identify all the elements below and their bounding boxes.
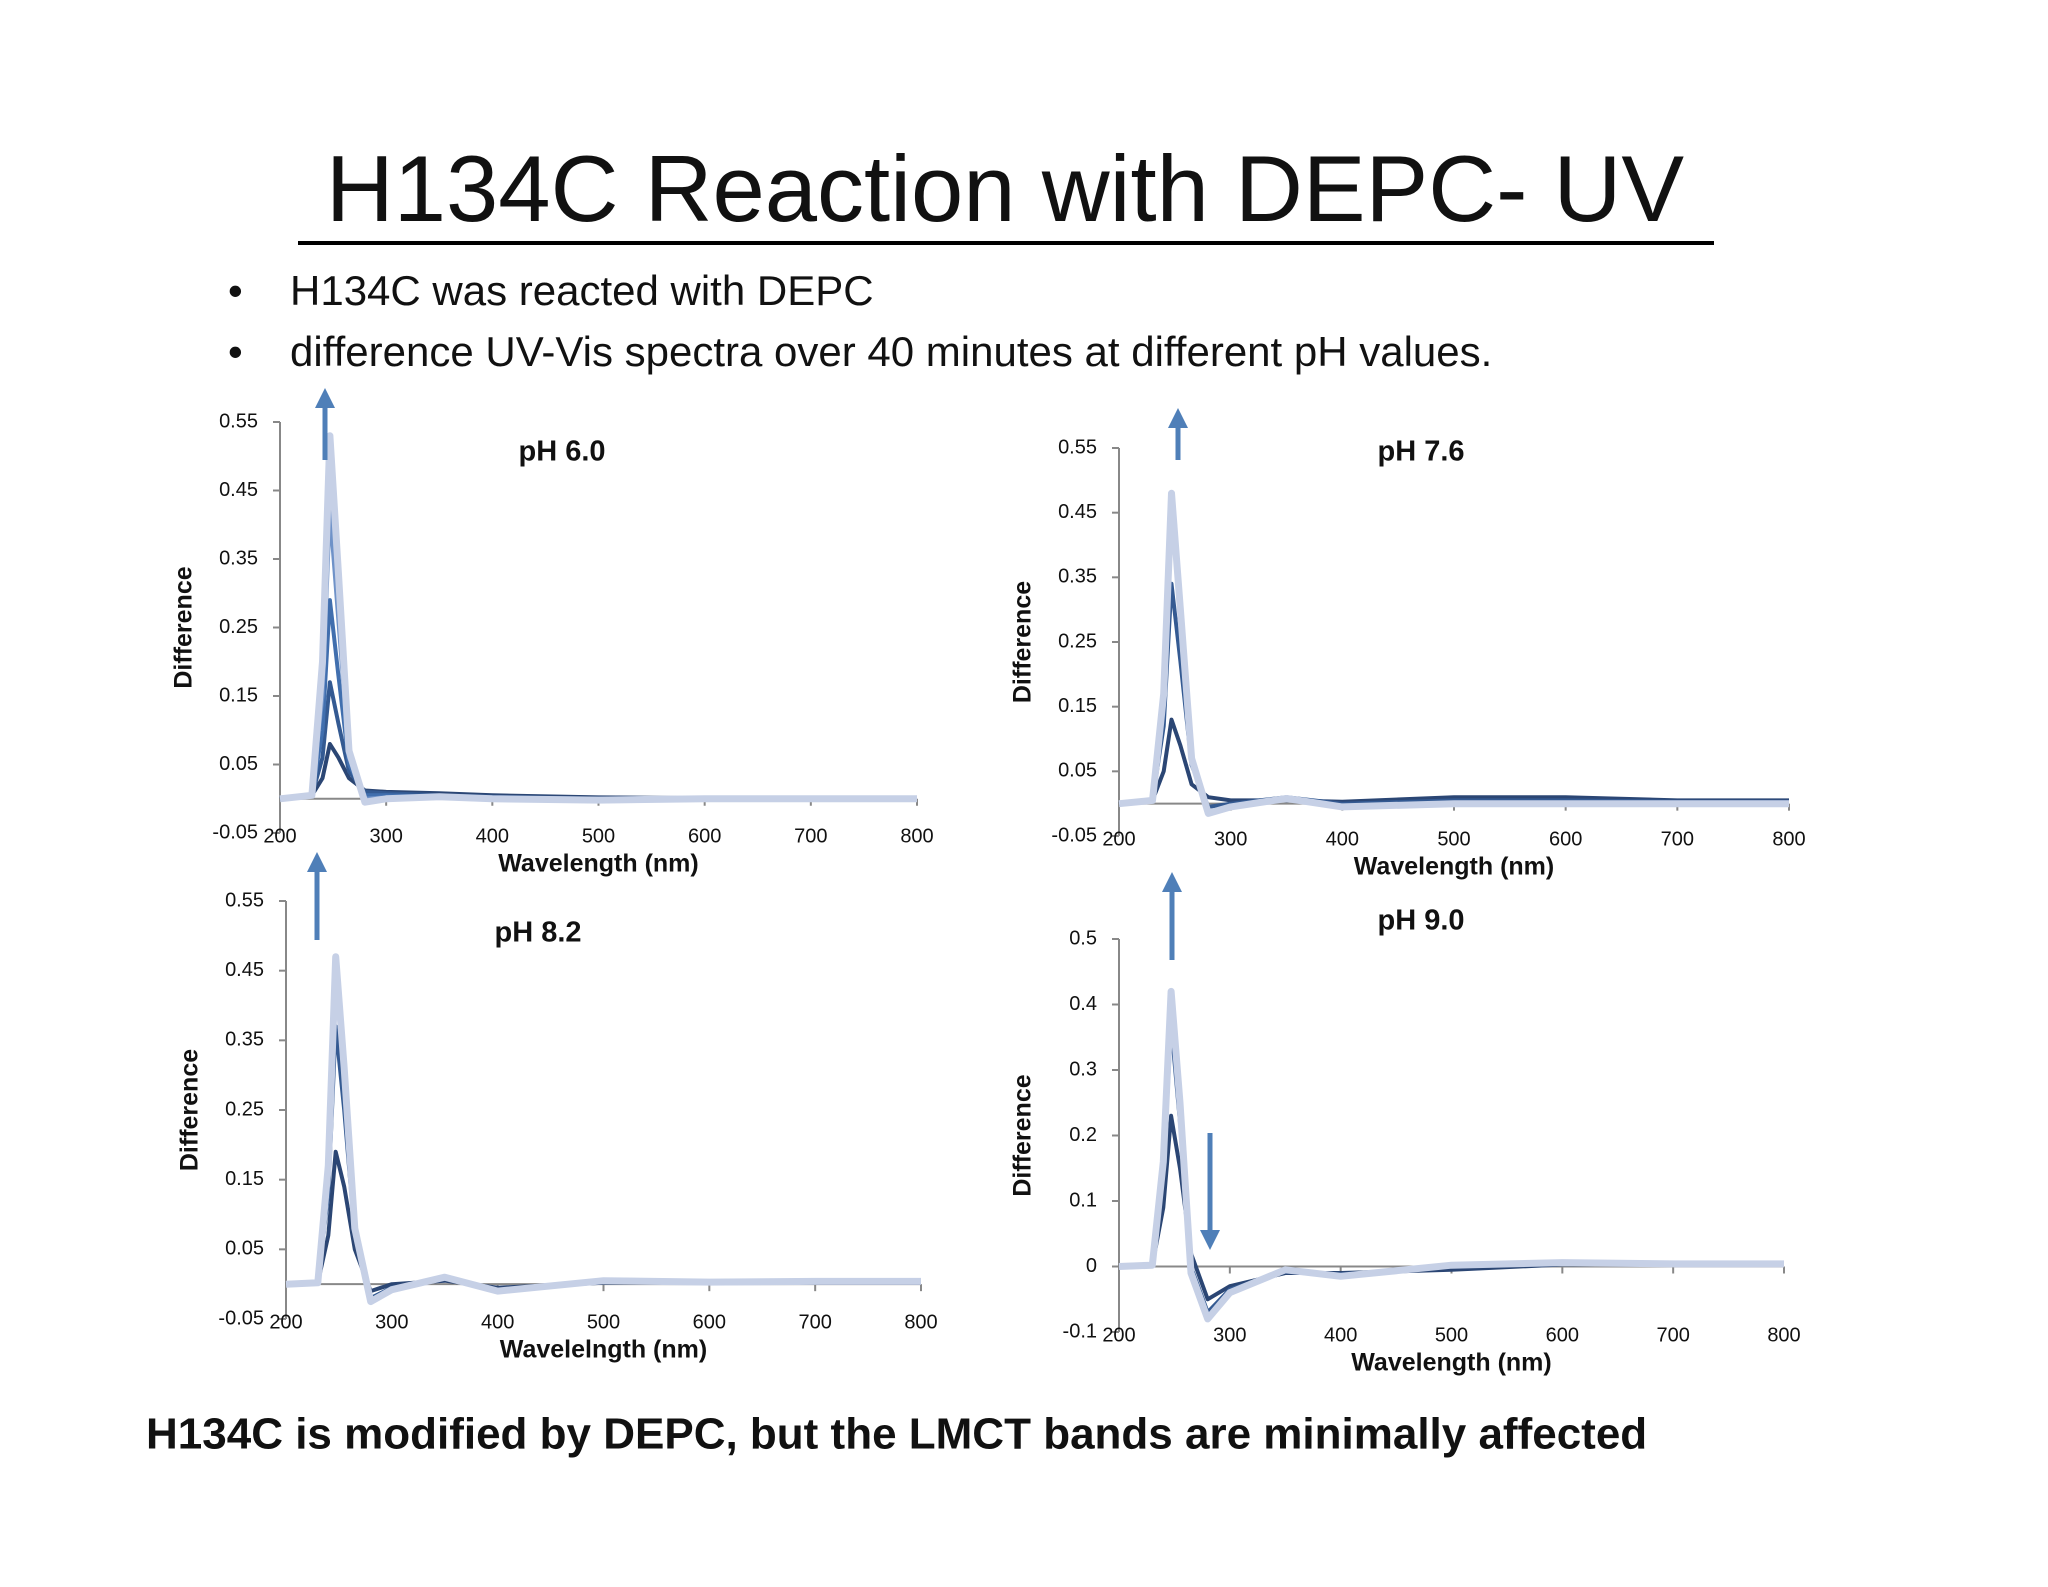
chart-title: pH 6.0 bbox=[518, 436, 605, 468]
x-axis-label: Wavelelngth (nm) bbox=[500, 1336, 707, 1364]
y-axis-label: Difference bbox=[1009, 581, 1037, 703]
x-tick-label: 500 bbox=[582, 825, 615, 847]
spectrum-line bbox=[285, 1149, 921, 1294]
x-tick-label: 700 bbox=[794, 825, 827, 847]
spectrum-line bbox=[285, 953, 921, 1306]
y-tick-label: -0.1 bbox=[1063, 1320, 1097, 1342]
spectrum-line bbox=[279, 598, 917, 801]
chart-title: pH 7.6 bbox=[1377, 436, 1464, 468]
spectrum-line bbox=[1118, 717, 1789, 806]
spectrum-line bbox=[285, 1024, 921, 1301]
x-tick-label: 600 bbox=[1549, 828, 1582, 850]
x-tick-label: 800 bbox=[904, 1311, 937, 1333]
y-tick-label: 0.55 bbox=[225, 889, 264, 911]
chart-title: pH 8.2 bbox=[494, 917, 581, 949]
y-axis-label: Difference bbox=[176, 1049, 204, 1171]
x-tick-label: 600 bbox=[1546, 1324, 1579, 1346]
x-tick-label: 700 bbox=[798, 1311, 831, 1333]
y-tick-label: 0.45 bbox=[1058, 501, 1097, 523]
spectrum-line bbox=[1118, 987, 1784, 1323]
chart-title: pH 9.0 bbox=[1377, 905, 1464, 937]
spectrum-line bbox=[279, 432, 917, 806]
x-tick-label: 500 bbox=[587, 1311, 620, 1333]
y-tick-label: 0.35 bbox=[225, 1029, 264, 1051]
x-tick-label: 800 bbox=[1772, 828, 1805, 850]
y-tick-label: 0.4 bbox=[1069, 993, 1097, 1015]
y-tick-label: -0.05 bbox=[212, 821, 258, 843]
bullet-dot: • bbox=[228, 328, 243, 375]
slide-title: H134C Reaction with DEPC- UV bbox=[326, 136, 1685, 241]
x-tick-label: 600 bbox=[688, 825, 721, 847]
y-tick-label: 0.15 bbox=[225, 1168, 264, 1190]
x-axis-label: Wavelength (nm) bbox=[1354, 853, 1554, 881]
x-tick-label: 600 bbox=[693, 1311, 726, 1333]
x-tick-label: 200 bbox=[1102, 1324, 1135, 1346]
y-tick-label: 0.1 bbox=[1069, 1189, 1097, 1211]
y-tick-label: 0.05 bbox=[225, 1238, 264, 1260]
y-tick-label: -0.05 bbox=[218, 1307, 264, 1329]
y-tick-label: 0.35 bbox=[219, 547, 258, 569]
spectrum-line bbox=[1118, 489, 1789, 817]
x-axis-label: Wavelength (nm) bbox=[498, 850, 698, 878]
y-tick-label: 0 bbox=[1086, 1255, 1097, 1277]
x-tick-label: 400 bbox=[481, 1311, 514, 1333]
y-axis-label: Difference bbox=[170, 566, 198, 688]
y-tick-label: 0.25 bbox=[225, 1098, 264, 1120]
x-tick-label: 300 bbox=[1214, 828, 1247, 850]
y-tick-label: 0.35 bbox=[1058, 566, 1097, 588]
y-tick-label: 0.55 bbox=[219, 410, 258, 432]
x-tick-label: 400 bbox=[1324, 1324, 1357, 1346]
bullet-dot: • bbox=[228, 267, 243, 314]
spectrum-line bbox=[1118, 1113, 1784, 1302]
x-tick-label: 500 bbox=[1435, 1324, 1468, 1346]
y-tick-label: 0.15 bbox=[219, 684, 258, 706]
y-tick-label: 0.45 bbox=[225, 959, 264, 981]
y-tick-label: 0.05 bbox=[219, 753, 258, 775]
x-tick-label: 800 bbox=[900, 825, 933, 847]
x-tick-label: 200 bbox=[269, 1311, 302, 1333]
x-tick-label: 400 bbox=[1326, 828, 1359, 850]
spectrum-line bbox=[279, 509, 917, 801]
bullet: difference UV-Vis spectra over 40 minute… bbox=[290, 328, 1492, 375]
y-tick-label: 0.15 bbox=[1058, 695, 1097, 717]
x-tick-label: 200 bbox=[263, 825, 296, 847]
y-tick-label: 0.3 bbox=[1069, 1058, 1097, 1080]
y-tick-label: 0.2 bbox=[1069, 1124, 1097, 1146]
spectrum-line bbox=[1118, 581, 1789, 809]
y-tick-label: 0.45 bbox=[219, 479, 258, 501]
y-tick-label: 0.25 bbox=[1058, 630, 1097, 652]
y-tick-label: 0.25 bbox=[219, 616, 258, 638]
x-tick-label: 300 bbox=[375, 1311, 408, 1333]
x-tick-label: 300 bbox=[369, 825, 402, 847]
x-axis-label: Wavelength (nm) bbox=[1351, 1349, 1551, 1377]
y-tick-label: 0.5 bbox=[1069, 927, 1097, 949]
y-tick-label: 0.05 bbox=[1058, 760, 1097, 782]
spectrum-line bbox=[279, 742, 917, 801]
x-tick-label: 700 bbox=[1656, 1324, 1689, 1346]
bullet: H134C was reacted with DEPC bbox=[290, 267, 874, 314]
x-tick-label: 700 bbox=[1661, 828, 1694, 850]
y-axis-label: Difference bbox=[1009, 1074, 1037, 1196]
x-tick-label: 500 bbox=[1437, 828, 1470, 850]
x-tick-label: 200 bbox=[1102, 828, 1135, 850]
x-tick-label: 300 bbox=[1213, 1324, 1246, 1346]
conclusion: H134C is modified by DEPC, but the LMCT … bbox=[146, 1410, 1647, 1459]
x-tick-label: 800 bbox=[1767, 1324, 1800, 1346]
y-tick-label: 0.55 bbox=[1058, 436, 1097, 458]
spectrum-line bbox=[279, 680, 917, 801]
y-tick-label: -0.05 bbox=[1051, 824, 1097, 846]
x-tick-label: 400 bbox=[476, 825, 509, 847]
